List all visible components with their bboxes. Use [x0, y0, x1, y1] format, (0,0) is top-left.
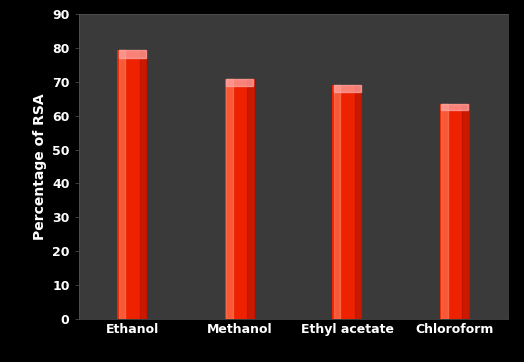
Bar	[140, 50, 146, 319]
Y-axis label: Percentage of RSA: Percentage of RSA	[32, 93, 47, 240]
Bar	[441, 104, 447, 319]
Bar	[226, 79, 233, 319]
Bar	[117, 50, 147, 319]
Bar	[441, 104, 468, 110]
Bar	[334, 85, 340, 319]
Bar	[440, 104, 470, 319]
Bar	[332, 85, 362, 319]
Bar	[225, 79, 255, 319]
Bar	[119, 50, 146, 58]
Bar	[355, 85, 361, 319]
Bar	[334, 85, 361, 92]
Bar	[462, 104, 468, 319]
Bar	[119, 50, 125, 319]
Bar	[247, 79, 254, 319]
Bar	[226, 79, 253, 86]
